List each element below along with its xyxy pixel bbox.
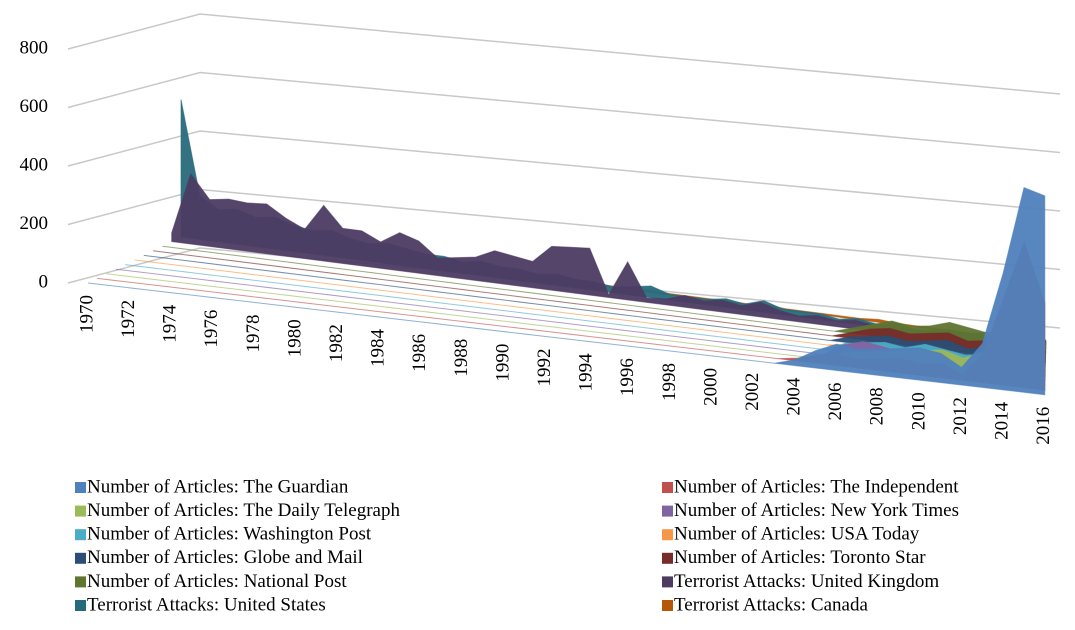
legend-swatch xyxy=(75,600,86,611)
legend-label: Terrorist Attacks: United Kingdom xyxy=(674,571,939,592)
x-tick-label: 1982 xyxy=(326,324,347,362)
legend-swatch xyxy=(662,600,673,611)
x-tick-label: 1994 xyxy=(576,353,597,392)
x-tick-label: 1978 xyxy=(243,314,264,352)
x-tick-label: 1990 xyxy=(492,344,513,382)
legend-label: Terrorist Attacks: Canada xyxy=(674,594,868,615)
area xyxy=(153,250,1046,364)
legend-swatch xyxy=(662,505,673,517)
x-tick-label: 2008 xyxy=(867,387,888,425)
legend-label: Number of Articles: The Independent xyxy=(674,476,959,497)
x-tick-label: 1974 xyxy=(160,304,181,343)
x-tick-label: 1988 xyxy=(451,339,472,377)
y-tick-label: 200 xyxy=(20,213,49,234)
legend-swatch xyxy=(75,505,86,517)
legend-swatch xyxy=(662,482,673,493)
legend-swatch xyxy=(662,576,673,588)
x-tick-label: 1996 xyxy=(617,358,638,396)
x-tick-label: 1992 xyxy=(534,348,555,386)
y-tick-label: 0 xyxy=(39,271,49,292)
area xyxy=(143,254,1046,368)
legend-label: Number of Articles: USA Today xyxy=(674,524,920,545)
area xyxy=(125,264,1046,377)
x-tick-label: 2012 xyxy=(950,397,971,435)
legend-label: Number of Articles: Washington Post xyxy=(87,524,372,545)
x-tick-label: 2004 xyxy=(784,377,805,416)
x-tick-label: 2014 xyxy=(992,401,1013,440)
legend-label: Number of Articles: The Daily Telegraph xyxy=(87,500,400,521)
x-tick-label: 1972 xyxy=(118,300,139,338)
y-tick-label: 600 xyxy=(20,96,49,117)
legend-swatch xyxy=(75,529,86,541)
grid-line xyxy=(67,13,1061,95)
legend-swatch xyxy=(662,529,673,541)
area xyxy=(87,186,1046,396)
x-tick-label: 1998 xyxy=(659,363,680,401)
legend-label: Terrorist Attacks: United States xyxy=(87,594,326,615)
legend-swatch xyxy=(75,576,86,588)
x-tick-label: 2000 xyxy=(700,368,721,406)
legend-swatch xyxy=(662,552,673,564)
x-tick-label: 2016 xyxy=(1033,407,1054,445)
grid-line xyxy=(67,247,1061,329)
legend-swatch xyxy=(75,482,86,493)
grid-line xyxy=(67,130,1061,212)
y-tick-label: 400 xyxy=(20,154,49,175)
area xyxy=(162,245,1047,359)
x-tick-label: 2010 xyxy=(908,392,929,430)
x-tick-label: 1986 xyxy=(409,334,430,372)
x-tick-label: 1980 xyxy=(284,319,305,357)
x-tick-label: 1984 xyxy=(368,329,389,368)
x-tick-label: 2002 xyxy=(742,373,763,411)
legend-label: Number of Articles: New York Times xyxy=(674,500,959,521)
x-tick-label: 1970 xyxy=(76,295,97,333)
x-tick-label: 1976 xyxy=(201,310,222,348)
legend-swatch xyxy=(75,552,86,564)
legend-label: Number of Articles: Globe and Mail xyxy=(87,547,363,568)
legend-label: Number of Articles: The Guardian xyxy=(87,476,349,497)
y-tick-label: 800 xyxy=(20,37,49,58)
legend-label: Number of Articles: National Post xyxy=(87,571,347,592)
grid-line xyxy=(67,71,1061,154)
legend-label: Number of Articles: Toronto Star xyxy=(674,547,926,568)
x-tick-label: 2006 xyxy=(825,382,846,420)
